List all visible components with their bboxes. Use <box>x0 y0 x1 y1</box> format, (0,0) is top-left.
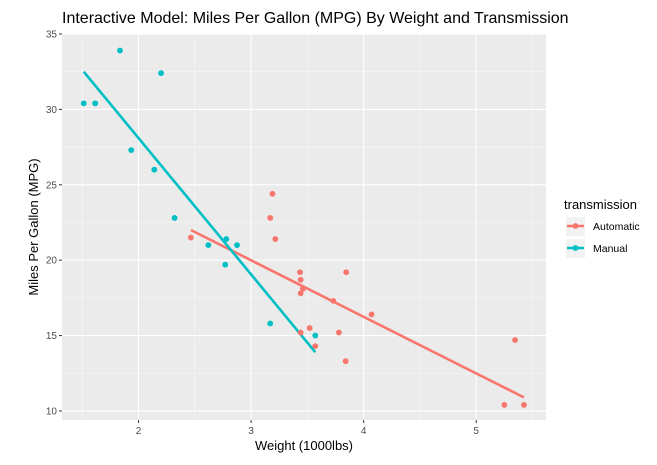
x-axis-title: Weight (1000lbs) <box>255 438 353 453</box>
point-automatic <box>512 337 518 343</box>
point-automatic <box>267 215 274 221</box>
point-manual <box>267 320 274 327</box>
fit-line-manual <box>82 70 317 353</box>
data-points <box>80 47 527 408</box>
x-tick-label: 5 <box>473 426 479 437</box>
point-manual <box>222 261 229 268</box>
point-automatic <box>187 234 194 241</box>
point-automatic <box>269 190 276 197</box>
point-automatic <box>368 311 375 318</box>
point-automatic <box>312 343 319 350</box>
point-manual <box>312 332 319 339</box>
x-tick-label: 4 <box>361 426 367 437</box>
y-tick-label: 10 <box>46 406 58 417</box>
axis-ticks: 2 3 4 5 10 15 20 25 30 35 <box>46 30 480 438</box>
point-manual <box>128 147 135 154</box>
y-tick-label: 15 <box>46 331 58 342</box>
legend: transmission Automatic Manual <box>564 197 640 258</box>
point-manual <box>80 100 87 107</box>
y-axis-title: Miles Per Gallon (MPG) <box>26 158 41 295</box>
point-manual <box>223 236 230 242</box>
y-tick-label: 25 <box>46 180 58 191</box>
point-manual <box>92 100 99 107</box>
point-manual <box>205 242 212 248</box>
point-automatic <box>299 285 306 292</box>
point-manual <box>151 166 158 173</box>
plot-panel <box>62 34 546 420</box>
point-automatic <box>342 358 349 365</box>
point-manual <box>234 242 240 248</box>
point-automatic <box>335 329 342 336</box>
legend-label-automatic: Automatic <box>593 221 640 233</box>
legend-key-point-automatic <box>572 223 579 229</box>
fit-lines <box>82 70 525 399</box>
point-automatic <box>297 329 304 336</box>
legend-title: transmission <box>564 197 637 212</box>
point-manual <box>117 47 123 54</box>
chart-title: Interactive Model: Miles Per Gallon (MPG… <box>62 10 569 27</box>
point-automatic <box>297 269 303 276</box>
point-automatic <box>521 402 527 408</box>
grid-lines <box>62 33 546 420</box>
point-automatic <box>297 276 304 283</box>
point-manual <box>158 70 164 77</box>
point-automatic <box>272 236 279 242</box>
legend-key-point-manual <box>572 245 579 251</box>
point-manual <box>171 215 178 221</box>
point-automatic <box>343 269 350 276</box>
fit-line-automatic <box>190 228 525 399</box>
point-automatic <box>330 297 337 304</box>
y-tick-label: 35 <box>46 30 58 41</box>
legend-label-manual: Manual <box>593 243 627 255</box>
y-tick-label: 20 <box>46 256 58 267</box>
point-automatic <box>501 402 508 408</box>
x-tick-label: 2 <box>136 426 142 437</box>
x-tick-label: 3 <box>248 426 254 437</box>
point-automatic <box>297 290 304 297</box>
point-automatic <box>306 325 313 331</box>
y-tick-label: 30 <box>46 105 58 116</box>
